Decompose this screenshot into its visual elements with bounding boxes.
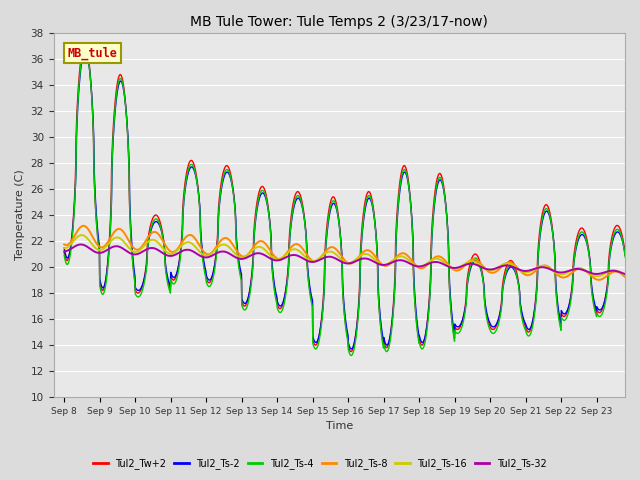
Title: MB Tule Tower: Tule Temps 2 (3/23/17-now): MB Tule Tower: Tule Temps 2 (3/23/17-now… <box>190 15 488 29</box>
Tul2_Ts-2 <box>520 316 527 322</box>
Tul2_Ts-4 <box>552 282 559 288</box>
Tul2_Ts-32 <box>620 271 628 276</box>
Tul2_Ts-16 <box>520 269 527 275</box>
Tul2_Ts-16 <box>383 262 390 267</box>
Legend: Tul2_Tw+2, Tul2_Ts-2, Tul2_Ts-4, Tul2_Ts-8, Tul2_Ts-16, Tul2_Ts-32: Tul2_Tw+2, Tul2_Ts-2, Tul2_Ts-4, Tul2_Ts… <box>89 454 551 473</box>
Tul2_Ts-16 <box>60 245 68 251</box>
Tul2_Tw+2 <box>117 72 125 78</box>
Tul2_Ts-16 <box>240 254 248 260</box>
Tul2_Ts-8 <box>79 223 87 228</box>
Tul2_Ts-8 <box>383 263 390 269</box>
Tul2_Ts-32 <box>552 269 559 275</box>
Tul2_Ts-16 <box>552 269 559 275</box>
Tul2_Ts-4 <box>81 44 89 50</box>
Y-axis label: Temperature (C): Temperature (C) <box>15 169 25 261</box>
Line: Tul2_Ts-32: Tul2_Ts-32 <box>64 244 632 276</box>
Tul2_Ts-8 <box>117 227 125 232</box>
Tul2_Ts-32 <box>520 268 527 274</box>
Tul2_Ts-32 <box>117 245 125 251</box>
Line: Tul2_Ts-4: Tul2_Ts-4 <box>64 47 632 356</box>
Tul2_Tw+2 <box>621 246 628 252</box>
Line: Tul2_Tw+2: Tul2_Tw+2 <box>64 43 632 351</box>
Tul2_Ts-8 <box>628 279 636 285</box>
Tul2_Ts-16 <box>117 236 125 242</box>
Tul2_Ts-16 <box>628 275 636 281</box>
Tul2_Ts-4 <box>628 310 636 316</box>
Tul2_Ts-4 <box>240 307 248 312</box>
Tul2_Ts-8 <box>240 254 248 260</box>
Tul2_Ts-8 <box>620 273 628 279</box>
Line: Tul2_Ts-2: Tul2_Ts-2 <box>64 50 632 349</box>
Line: Tul2_Ts-16: Tul2_Ts-16 <box>64 235 632 278</box>
Tul2_Tw+2 <box>81 40 88 46</box>
Tul2_Ts-2 <box>552 276 559 282</box>
Tul2_Ts-8 <box>552 270 559 276</box>
Tul2_Ts-32 <box>60 249 68 254</box>
Tul2_Ts-8 <box>520 271 527 276</box>
Tul2_Ts-2 <box>621 248 628 253</box>
Tul2_Ts-2 <box>60 245 68 251</box>
Tul2_Tw+2 <box>552 282 559 288</box>
Tul2_Ts-2 <box>348 346 355 352</box>
Tul2_Ts-4 <box>520 322 527 328</box>
Tul2_Ts-2 <box>383 342 390 348</box>
Tul2_Ts-2 <box>81 47 89 53</box>
Tul2_Tw+2 <box>60 250 68 255</box>
Tul2_Tw+2 <box>520 319 527 324</box>
Text: MB_tule: MB_tule <box>68 47 118 60</box>
Tul2_Tw+2 <box>383 345 390 350</box>
Tul2_Ts-16 <box>78 232 86 238</box>
Tul2_Tw+2 <box>347 348 355 354</box>
Tul2_Ts-16 <box>620 272 628 278</box>
Tul2_Ts-4 <box>383 348 390 354</box>
Tul2_Ts-2 <box>240 300 248 306</box>
Tul2_Ts-32 <box>240 256 248 262</box>
Line: Tul2_Ts-8: Tul2_Ts-8 <box>64 226 632 282</box>
X-axis label: Time: Time <box>326 421 353 432</box>
Tul2_Ts-4 <box>60 252 68 258</box>
Tul2_Ts-32 <box>383 262 390 267</box>
Tul2_Ts-32 <box>77 241 84 247</box>
Tul2_Ts-2 <box>628 303 636 309</box>
Tul2_Tw+2 <box>628 306 636 312</box>
Tul2_Ts-8 <box>60 241 68 247</box>
Tul2_Ts-4 <box>621 249 628 254</box>
Tul2_Ts-4 <box>117 76 125 82</box>
Tul2_Ts-4 <box>348 353 355 359</box>
Tul2_Tw+2 <box>240 303 248 309</box>
Tul2_Ts-2 <box>117 78 125 84</box>
Tul2_Ts-32 <box>628 273 636 278</box>
